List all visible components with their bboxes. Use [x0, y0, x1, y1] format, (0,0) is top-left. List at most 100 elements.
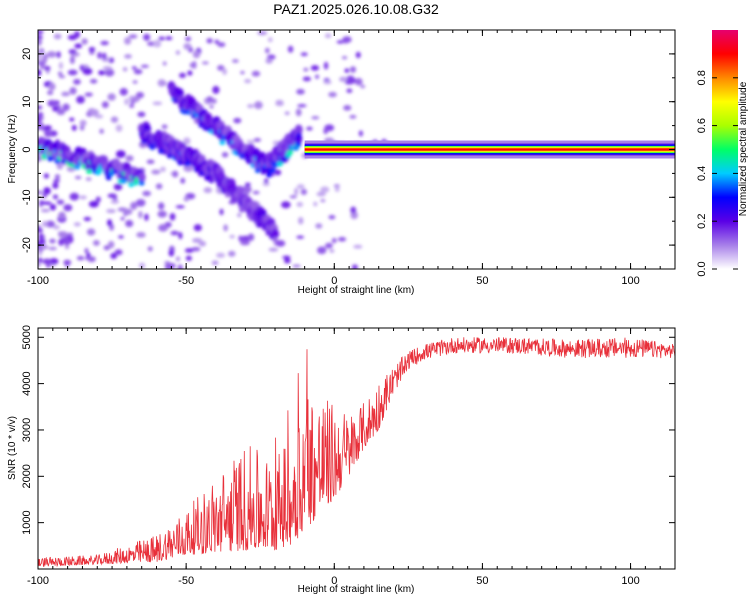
- spectrogram-cell: [38, 238, 46, 246]
- spectrogram-cell: [79, 119, 87, 127]
- spectrogram-cell: [349, 114, 357, 119]
- spectrogram-cell: [316, 191, 326, 197]
- spectrogram-cell: [257, 30, 268, 36]
- spectrogram-cell: [275, 239, 286, 247]
- spectrogram-cell: [217, 42, 226, 48]
- spectrogram-cell: [341, 55, 348, 60]
- snr-ytick-label: 2000: [21, 464, 33, 488]
- snr-frame: [37, 327, 676, 570]
- spectrogram-cell: [39, 244, 49, 250]
- spectrogram-cell: [233, 117, 242, 124]
- spectrogram-cell: [142, 190, 152, 197]
- spectrogram-cell: [323, 128, 328, 135]
- spectrogram-cell: [115, 150, 126, 158]
- spectrogram-cell: [183, 165, 194, 172]
- spectrogram-cell: [185, 255, 192, 261]
- spectrogram-cell: [49, 258, 59, 265]
- spectrogram-cell: [306, 126, 313, 131]
- spectrogram-cell: [289, 195, 297, 199]
- spectrogram-cell: [63, 204, 73, 212]
- spectrogram-cell: [38, 250, 43, 256]
- spectrogram-cell: [271, 228, 280, 239]
- spectrogram-cell: [317, 246, 327, 255]
- spectrogram-cell: [274, 169, 282, 176]
- spectrogram-cell: [43, 125, 52, 130]
- spectrogram-cell: [334, 185, 340, 192]
- snr-ytick-label: 5000: [21, 325, 33, 349]
- spectrogram-cell: [222, 68, 227, 75]
- spectrogram-cell: [162, 61, 167, 66]
- spectrogram-cell: [323, 61, 329, 70]
- spectrogram-cell: [175, 205, 185, 209]
- spectrogram-cell: [84, 247, 89, 254]
- spectrogram-cell: [320, 199, 326, 203]
- spectrogram-cell: [178, 232, 183, 240]
- spectrogram-cell: [350, 206, 357, 214]
- spectrogram-cell: [323, 80, 332, 85]
- spectrogram-cell: [68, 49, 77, 54]
- spectrogram-cell: [168, 249, 175, 257]
- spectrogram-cell: [160, 166, 166, 172]
- spectrogram-cell: [114, 249, 123, 256]
- spectrogram-cell: [86, 252, 91, 258]
- spectrogram-cell: [287, 149, 293, 155]
- spectrogram-cell: [206, 96, 214, 103]
- spectrogram-cell: [89, 78, 98, 84]
- spectrogram-cell: [175, 256, 181, 262]
- spectrogram-cell: [107, 93, 116, 101]
- spectrogram-cell: [110, 116, 119, 123]
- colorbar-label: Normalized spectral amplitude: [738, 81, 749, 216]
- spectrogram-cell: [122, 67, 128, 72]
- spectrogram-cell: [113, 183, 123, 191]
- spectrogram-cell: [158, 224, 169, 232]
- spectrogram-cell: [296, 201, 303, 207]
- spectrogram-cell: [44, 65, 51, 71]
- spectrogram-cell: [209, 104, 214, 109]
- spectrogram-cell: [88, 200, 99, 208]
- spectrogram-cell: [346, 88, 353, 94]
- spectrogram-cell: [344, 80, 354, 85]
- spectrogram-cell: [302, 76, 312, 82]
- spectrogram-ytick-label: 0: [21, 146, 33, 152]
- spectrogram-cell: [296, 88, 305, 95]
- spectrogram-cell: [135, 199, 146, 207]
- spectrogram-cell: [246, 139, 256, 143]
- spectrogram-cell: [266, 172, 272, 178]
- spectrogram-cell: [95, 196, 101, 203]
- spectrogram-cell: [320, 186, 330, 193]
- spectrogram-cell: [267, 37, 273, 43]
- snr-ytick-label: 1000: [21, 510, 33, 534]
- spectrogram-cell: [295, 132, 302, 138]
- spectrogram-cell: [313, 201, 318, 207]
- spectrogram-cell: [38, 257, 43, 264]
- spectrogram-cell: [38, 225, 42, 229]
- spectrogram-cell: [157, 210, 167, 218]
- spectrogram-cell: [324, 33, 332, 39]
- spectrogram-cell: [120, 217, 125, 221]
- spectrogram-cell: [140, 64, 149, 68]
- spectrogram-cell: [99, 128, 104, 134]
- snr-xtick-label: -50: [178, 575, 194, 587]
- spectrogram-cell: [328, 91, 337, 98]
- spectrogram-cell: [124, 54, 132, 59]
- spectrogram-cell: [349, 66, 357, 73]
- spectrogram-cell: [131, 96, 140, 103]
- spectrogram-xtick-label: 100: [621, 275, 639, 287]
- spectrogram-cell: [281, 201, 291, 209]
- spectrogram-cell: [187, 70, 193, 76]
- spectrogram-band-halo: [304, 140, 675, 144]
- spectrogram-cell: [244, 78, 252, 84]
- spectrogram-cell: [58, 61, 64, 70]
- spectrogram-cell: [138, 210, 143, 219]
- spectrogram-cell: [130, 201, 138, 210]
- figure-title: PAZ1.2025.026.10.08.G32: [273, 1, 439, 17]
- spectrogram-cell: [244, 182, 251, 187]
- spectrogram-cell: [58, 231, 68, 239]
- spectrogram-cell: [265, 57, 273, 64]
- snr-ylabel: SNR (10 * v/v): [7, 416, 18, 480]
- spectrogram-cell: [38, 57, 43, 63]
- spectrogram-cell: [106, 209, 113, 213]
- spectrogram-cell: [43, 173, 50, 179]
- spectrogram-cell: [237, 212, 242, 218]
